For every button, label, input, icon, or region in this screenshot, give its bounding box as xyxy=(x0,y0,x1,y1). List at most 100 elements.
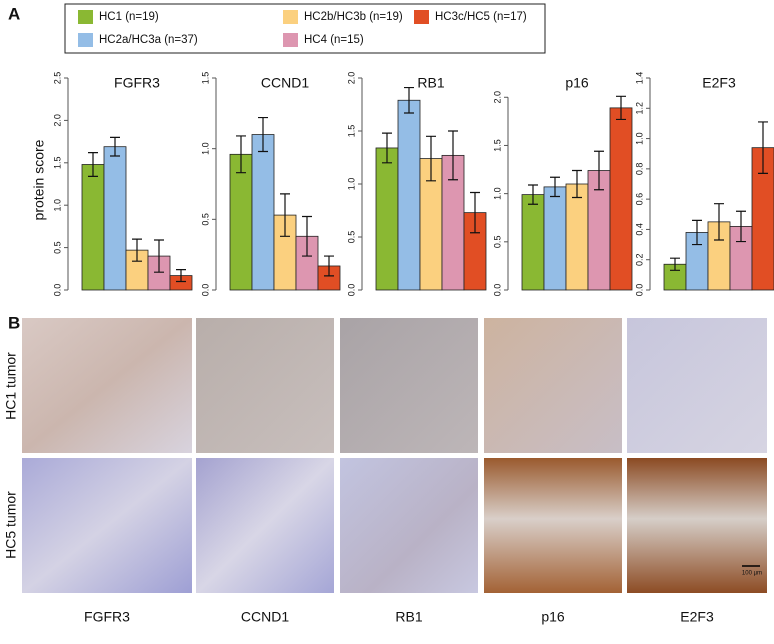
y-tick-label: 1.5 xyxy=(346,125,356,138)
legend-label: HC3c/HC5 (n=17) xyxy=(435,11,527,23)
chart-title: CCND1 xyxy=(261,75,309,91)
error-bar xyxy=(110,136,120,157)
row-label: HC5 tumor xyxy=(3,491,19,559)
error-bar xyxy=(528,184,538,205)
error-bar xyxy=(404,86,414,114)
ihc-image xyxy=(340,318,478,453)
y-tick-label: 2.0 xyxy=(346,72,356,85)
legend-swatch xyxy=(78,10,93,24)
bar xyxy=(229,153,253,291)
error-bar xyxy=(302,215,312,257)
bar xyxy=(81,164,105,291)
ihc-image xyxy=(196,318,334,453)
error-bar xyxy=(324,255,334,277)
scale-bar-label: 100 µm xyxy=(742,571,762,577)
error-bar xyxy=(176,269,186,283)
legend-swatch xyxy=(414,10,429,24)
column-label: RB1 xyxy=(395,609,422,625)
error-bar xyxy=(616,95,626,121)
ihc-image xyxy=(627,318,767,453)
y-tick-label: 1.5 xyxy=(52,157,62,170)
error-bar xyxy=(572,169,582,199)
bar xyxy=(375,147,399,291)
bar xyxy=(565,183,589,291)
legend xyxy=(64,3,546,54)
chart-title: FGFR3 xyxy=(114,75,160,91)
y-tick-label: 1.0 xyxy=(634,132,644,145)
legend-swatch xyxy=(283,33,298,47)
y-axis-label: protein score xyxy=(31,139,47,220)
y-tick-label: 2.0 xyxy=(52,114,62,127)
ihc-image xyxy=(484,458,622,593)
error-bar xyxy=(714,203,724,241)
y-tick-label: 1.5 xyxy=(200,72,210,85)
y-tick-label: 2.0 xyxy=(492,91,502,104)
column-label: p16 xyxy=(541,609,565,625)
bar xyxy=(103,146,127,291)
y-tick-label: 1.0 xyxy=(52,199,62,212)
ihc-image xyxy=(340,458,478,593)
legend-label: HC1 (n=19) xyxy=(99,11,159,23)
legend-swatch xyxy=(283,10,298,24)
y-tick-label: 1.5 xyxy=(492,139,502,152)
y-tick-label: 0.8 xyxy=(634,163,644,176)
panel-label: B xyxy=(8,313,20,332)
ihc-image xyxy=(484,318,622,453)
error-bar xyxy=(154,239,164,273)
y-tick-label: 0.0 xyxy=(200,284,210,297)
error-bar xyxy=(550,176,560,198)
error-bar xyxy=(426,135,436,182)
ihc-image xyxy=(22,458,192,593)
error-bar xyxy=(382,132,392,164)
bar xyxy=(251,134,275,291)
ihc-image xyxy=(22,318,192,453)
error-bar xyxy=(88,152,98,177)
error-bar xyxy=(594,150,604,191)
y-tick-label: 1.0 xyxy=(346,178,356,191)
y-tick-label: 0.6 xyxy=(634,193,644,206)
bar xyxy=(609,107,633,291)
y-tick-label: 0.5 xyxy=(346,231,356,244)
error-bar xyxy=(236,135,246,174)
y-tick-label: 0.0 xyxy=(492,284,502,297)
error-bar xyxy=(448,130,458,181)
y-tick-label: 1.0 xyxy=(200,142,210,155)
legend-label: HC4 (n=15) xyxy=(304,34,364,46)
y-tick-label: 0.5 xyxy=(52,241,62,254)
column-label: FGFR3 xyxy=(84,609,130,625)
error-bar xyxy=(736,210,746,243)
ihc-image xyxy=(196,458,334,593)
y-tick-label: 2.5 xyxy=(52,72,62,85)
y-tick-label: 0.0 xyxy=(634,284,644,297)
bar xyxy=(397,99,421,291)
error-bar xyxy=(670,257,680,271)
bar xyxy=(521,194,545,291)
legend-label: HC2a/HC3a (n=37) xyxy=(99,34,198,46)
y-tick-label: 1.4 xyxy=(634,72,644,85)
bar xyxy=(543,186,567,291)
chart-title: E2F3 xyxy=(702,75,736,91)
error-bar xyxy=(692,219,702,246)
y-tick-label: 0.4 xyxy=(634,223,644,236)
column-label: CCND1 xyxy=(241,609,289,625)
legend-label: HC2b/HC3b (n=19) xyxy=(304,11,403,23)
error-bar xyxy=(470,191,480,234)
y-tick-label: 0.0 xyxy=(346,284,356,297)
error-bar xyxy=(280,193,290,237)
y-tick-label: 0.5 xyxy=(492,236,502,249)
error-bar xyxy=(258,116,268,153)
error-bar xyxy=(758,121,768,174)
y-tick-label: 0.5 xyxy=(200,213,210,226)
panel-b-images: 100 µm xyxy=(22,318,767,593)
y-tick-label: 0.2 xyxy=(634,253,644,266)
legend-swatch xyxy=(78,33,93,47)
ihc-image xyxy=(627,458,767,593)
chart-title: p16 xyxy=(565,75,589,91)
column-label: E2F3 xyxy=(680,609,714,625)
y-tick-label: 1.0 xyxy=(492,187,502,200)
y-tick-label: 1.2 xyxy=(634,102,644,115)
error-bar xyxy=(132,238,142,262)
chart-title: RB1 xyxy=(417,75,444,91)
panel-label: A xyxy=(8,4,20,23)
